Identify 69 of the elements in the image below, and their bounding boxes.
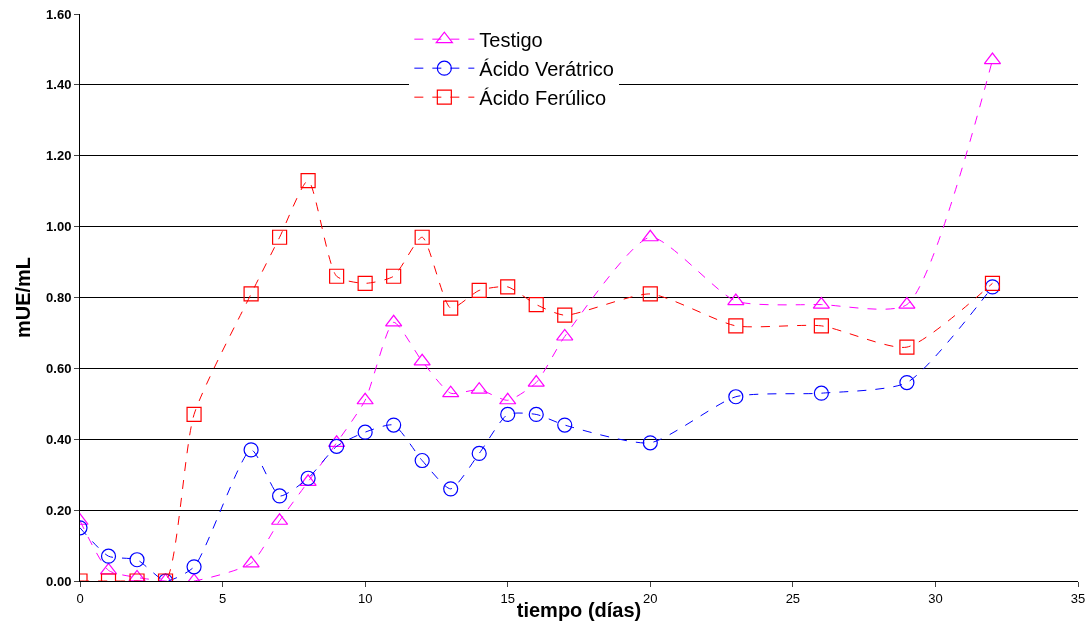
y-tick-label: 1.60 [46,6,72,22]
point [414,229,430,245]
point [813,385,829,401]
point [984,275,1001,291]
x-tick-label: 20 [643,590,658,606]
x-tick-label: 25 [785,590,801,606]
point [727,293,745,306]
point [413,353,431,366]
point [642,435,658,451]
x-tick-label: 30 [928,590,943,606]
point [556,328,574,341]
legend-label: Ácido Verátrico [479,57,614,80]
point [186,406,202,423]
point [443,300,459,316]
point [500,406,516,423]
point [984,279,1001,295]
point [471,445,487,462]
y-tick-label: 0.80 [46,290,72,306]
point [442,385,460,398]
point [499,392,517,405]
point [242,555,260,568]
point [186,559,202,575]
y-axis-title: mUE/mL [12,256,34,339]
point [386,417,402,433]
point [728,389,744,405]
x-tick-label: 35 [1070,590,1086,606]
point [899,374,915,391]
point [528,406,544,423]
point [500,279,516,295]
point [557,307,573,323]
x-tick-label: 0 [76,590,84,606]
point [813,318,829,334]
point [300,172,316,189]
point [329,268,345,284]
point [129,552,145,568]
y-tick-label: 1.20 [46,148,72,164]
point [641,229,659,242]
point [898,296,916,309]
point [272,229,288,245]
x-axis-title: tiempo (días) [516,599,642,621]
point [329,438,345,454]
point [443,481,459,497]
point [100,548,117,564]
y-tick-label: 0.00 [46,573,72,589]
point [272,488,288,504]
legend-label: Testigo [479,28,543,51]
point [642,286,658,302]
point [528,296,544,313]
x-tick-label: 15 [500,590,515,606]
y-tick-label: 1.40 [46,77,72,93]
y-tick-label: 0.20 [46,502,72,518]
point [527,374,545,387]
point [386,268,402,284]
point [414,452,430,469]
point [243,286,259,302]
x-tick-label: 10 [357,590,373,606]
point [471,282,487,299]
point [728,318,744,334]
x-tick-label: 5 [218,590,227,606]
y-tick-label: 0.60 [46,360,72,376]
y-tick-label: 0.40 [46,431,72,447]
point [899,339,915,355]
point [243,442,259,458]
point [356,392,374,405]
legend-label: Ácido Ferúlico [479,86,607,109]
point [557,417,573,433]
point [357,424,373,440]
point [357,275,373,291]
y-tick-label: 1.00 [46,219,72,235]
